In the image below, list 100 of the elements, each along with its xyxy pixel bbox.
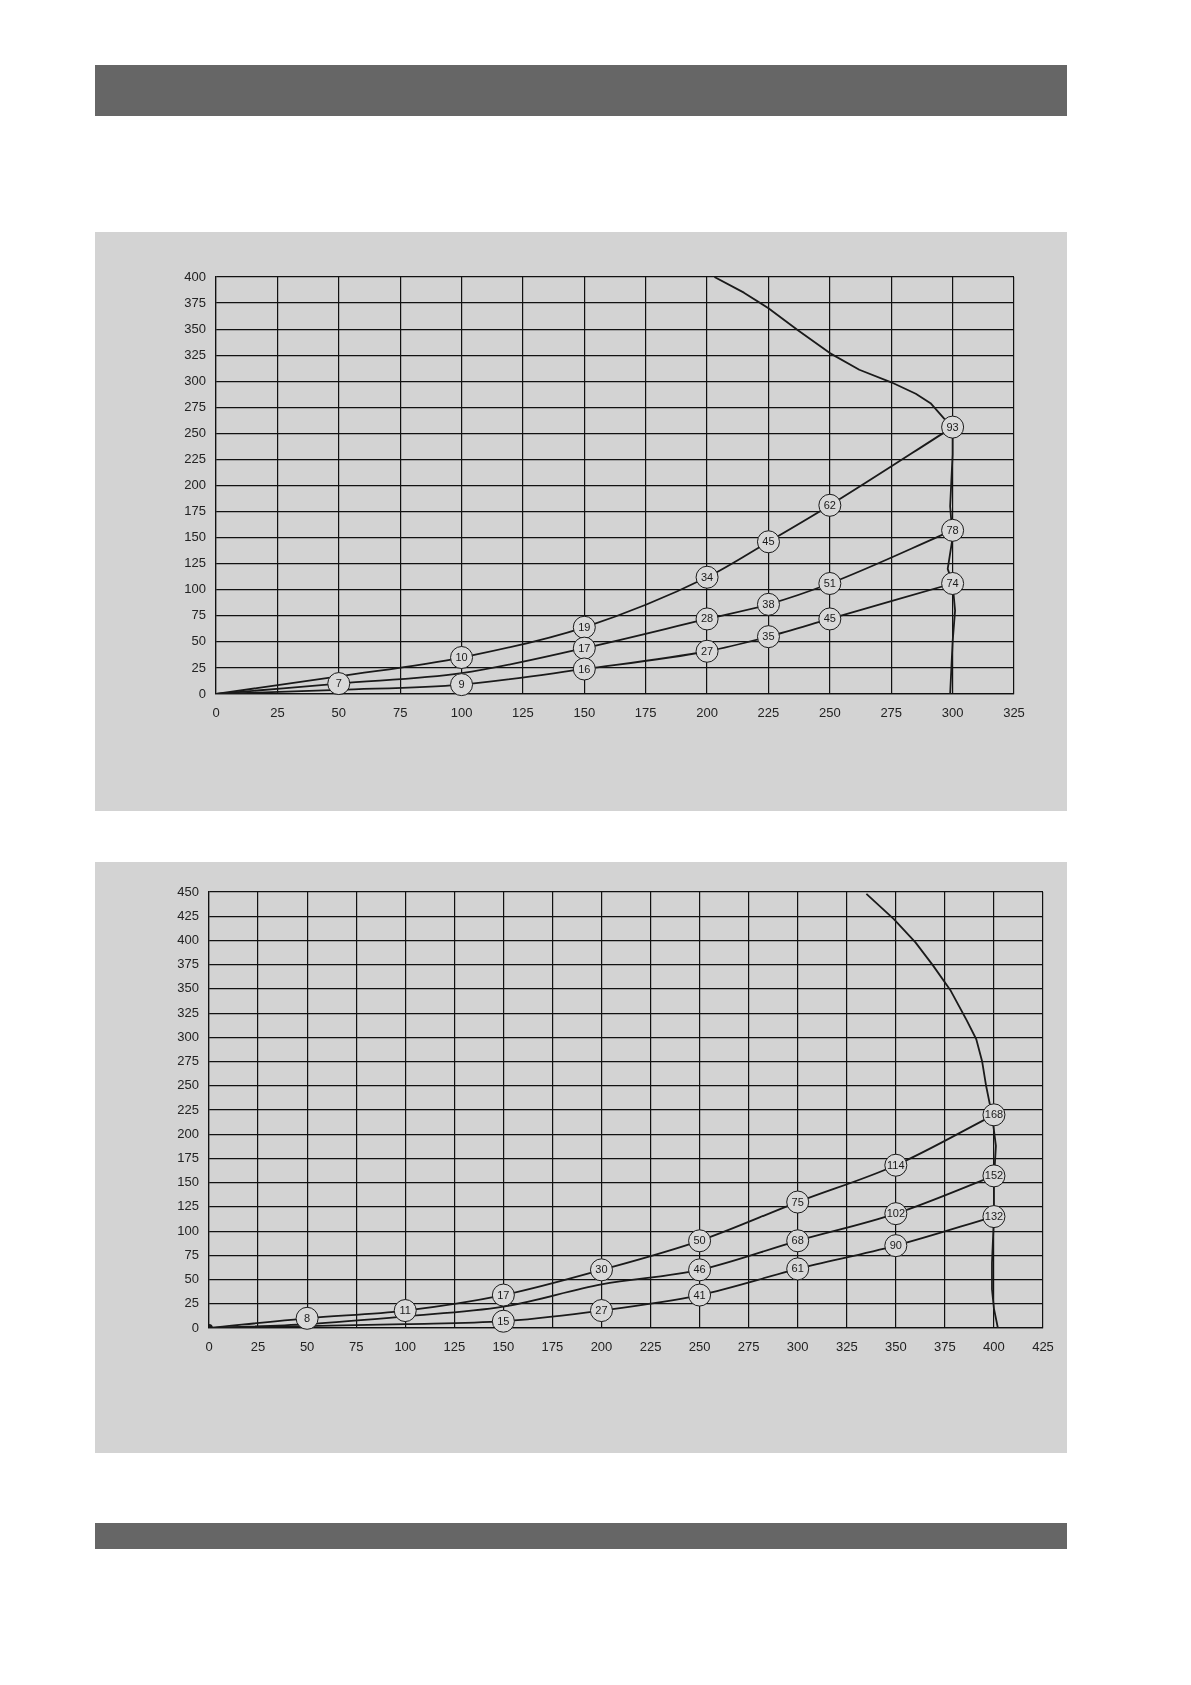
annotation: 46: [693, 1263, 706, 1276]
y-tick-label: 100: [177, 1222, 199, 1238]
y-tick-label: 175: [177, 1150, 199, 1166]
x-tick-label: 200: [590, 1339, 613, 1355]
x-tick-label: 300: [941, 705, 964, 721]
annotation: 19: [578, 620, 591, 633]
x-tick-label: 75: [392, 705, 408, 721]
annotation: 38: [762, 597, 775, 610]
y-tick-label: 250: [177, 1077, 199, 1093]
x-tick-label: 125: [443, 1339, 466, 1355]
x-tick-label: 200: [696, 705, 718, 721]
y-tick-label: 175: [184, 503, 206, 519]
x-tick-label: 100: [394, 1339, 417, 1355]
y-tick-label: 225: [177, 1101, 199, 1117]
y-tick-label: 0: [198, 685, 206, 701]
annotation: 30: [595, 1263, 608, 1276]
annotation: 74: [946, 577, 959, 590]
x-tick-label: 325: [835, 1339, 858, 1355]
annotation: 35: [762, 630, 775, 643]
annotation: 93: [946, 420, 959, 433]
x-tick-label: 175: [541, 1339, 564, 1355]
x-tick-label: 250: [688, 1339, 711, 1355]
y-tick-label: 150: [177, 1174, 199, 1190]
y-tick-label: 25: [191, 659, 206, 675]
y-tick-label: 400: [184, 268, 206, 284]
annotation: 75: [791, 1195, 804, 1208]
y-tick-label: 50: [184, 1271, 199, 1287]
x-tick-label: 350: [884, 1339, 907, 1355]
y-tick-label: 450: [177, 883, 199, 899]
y-tick-label: 125: [177, 1198, 199, 1214]
y-tick-label: 200: [177, 1125, 199, 1141]
x-tick-label: 275: [737, 1339, 760, 1355]
y-tick-label: 100: [184, 581, 206, 597]
x-tick-label: 150: [573, 705, 596, 721]
y-tick-label: 275: [177, 1053, 199, 1069]
y-tick-label: 300: [184, 372, 206, 388]
x-tick-label: 0: [212, 705, 220, 721]
x-tick-label: 25: [250, 1339, 266, 1355]
annotation: 102: [886, 1207, 905, 1220]
annotation: 17: [497, 1288, 510, 1301]
x-tick-label: 75: [348, 1339, 364, 1355]
y-tick-label: 0: [191, 1319, 199, 1335]
annotation: 168: [984, 1108, 1004, 1121]
annotation: 62: [823, 498, 836, 511]
annotation: 78: [946, 523, 959, 536]
annotation: 61: [791, 1262, 804, 1275]
x-tick-label: 225: [639, 1339, 662, 1355]
x-tick-label: 25: [270, 705, 285, 721]
y-tick-label: 375: [184, 294, 206, 310]
annotation: 27: [700, 644, 714, 657]
annotation: 114: [887, 1158, 905, 1171]
annotation: 45: [762, 535, 775, 548]
annotation: 50: [693, 1234, 706, 1247]
annotation: 34: [700, 570, 714, 583]
x-tick-label: 50: [299, 1339, 315, 1355]
x-tick-label: 425: [1032, 1339, 1054, 1355]
x-tick-label: 400: [983, 1339, 1005, 1355]
y-tick-label: 350: [184, 320, 206, 336]
annotation: 132: [984, 1210, 1004, 1223]
y-tick-label: 250: [184, 424, 206, 440]
y-tick-label: 150: [184, 529, 206, 545]
y-tick-label: 425: [177, 907, 199, 923]
x-tick-label: 50: [331, 705, 346, 721]
annotation: 90: [889, 1239, 902, 1252]
annotation: 152: [984, 1169, 1004, 1182]
annotation: 27: [595, 1304, 608, 1317]
y-tick-label: 75: [191, 607, 206, 623]
annotation: 10: [455, 651, 468, 664]
y-tick-label: 350: [177, 980, 199, 996]
annotation: 28: [700, 612, 714, 625]
y-tick-label: 50: [191, 633, 206, 649]
x-tick-label: 100: [450, 705, 473, 721]
x-tick-label: 300: [786, 1339, 809, 1355]
annotation: 16: [578, 662, 591, 675]
x-tick-label: 275: [880, 705, 903, 721]
annotation: 15: [497, 1314, 510, 1327]
y-tick-label: 75: [184, 1246, 199, 1262]
annotation: 17: [578, 641, 591, 654]
y-tick-label: 325: [184, 346, 206, 362]
y-tick-label: 25: [184, 1295, 199, 1311]
y-tick-label: 300: [177, 1028, 199, 1044]
x-tick-label: 125: [512, 705, 534, 721]
x-tick-label: 150: [492, 1339, 515, 1355]
annotation: 9: [458, 678, 465, 691]
annotation: 7: [335, 677, 342, 690]
x-tick-label: 375: [934, 1339, 956, 1355]
annotation: 11: [399, 1304, 411, 1317]
annotation: 45: [823, 612, 836, 625]
y-tick-label: 275: [184, 398, 206, 414]
annotation: 41: [693, 1288, 706, 1301]
y-tick-label: 200: [184, 477, 206, 493]
annotation: 51: [823, 577, 836, 590]
y-tick-label: 400: [177, 932, 199, 948]
annotation: 68: [791, 1234, 804, 1247]
y-tick-label: 225: [184, 451, 206, 467]
x-tick-label: 325: [1003, 705, 1025, 721]
y-tick-label: 325: [177, 1004, 199, 1020]
x-tick-label: 250: [818, 705, 841, 721]
annotation: 8: [304, 1311, 311, 1324]
x-tick-label: 225: [757, 705, 780, 721]
